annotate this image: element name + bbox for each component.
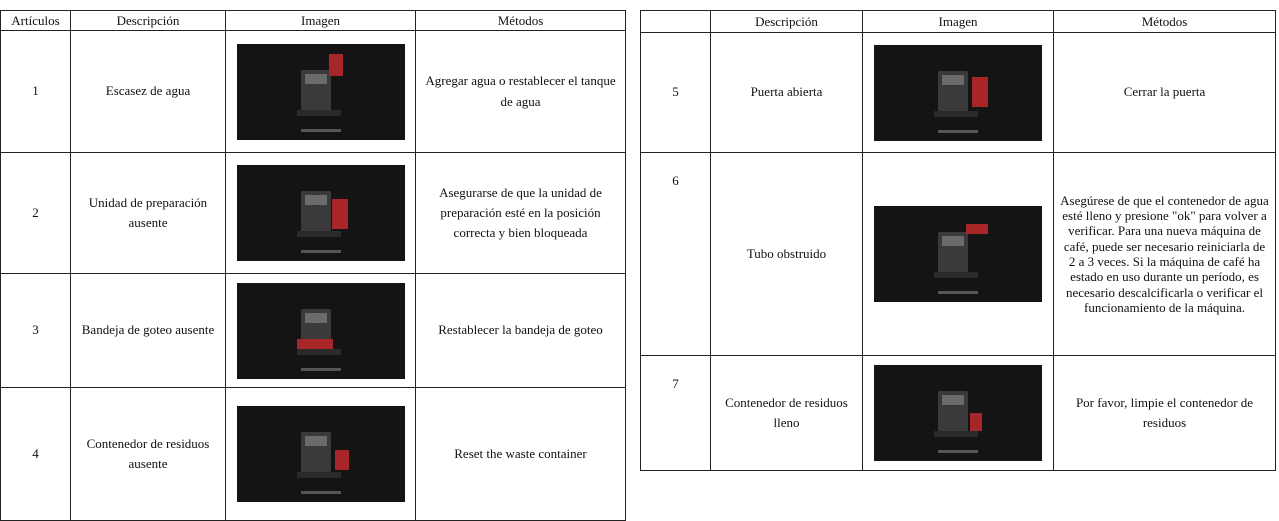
item-number-text: 7 xyxy=(672,376,679,391)
method-text: Por favor, limpie el contenedor de resid… xyxy=(1075,394,1254,430)
description: Contenedor de residuos ausente xyxy=(70,387,226,521)
method-text: Reset the waste container xyxy=(454,445,587,461)
description-text: Unidad de preparación ausente xyxy=(88,194,208,230)
column-header: Imagen xyxy=(225,10,416,31)
image-cell xyxy=(225,273,416,388)
description: Tubo obstruido xyxy=(710,152,863,356)
column-header: Artículos xyxy=(0,10,71,31)
image-cell xyxy=(225,152,416,274)
description: Puerta abierta xyxy=(710,32,863,153)
method: Por favor, limpie el contenedor de resid… xyxy=(1053,355,1276,471)
page: {"left_table": {"headers": ["Artículos",… xyxy=(0,10,1276,521)
error-screenshot xyxy=(874,44,1042,141)
item-number-text: 3 xyxy=(32,322,39,338)
column-header-text: Artículos xyxy=(11,12,60,28)
method-text: Cerrar la puerta xyxy=(1123,84,1206,100)
description-text: Tubo obstruido xyxy=(746,245,827,261)
column-header: Descripción xyxy=(710,10,863,33)
column-header-text: Imagen xyxy=(301,12,340,28)
error-screenshot xyxy=(874,206,1042,302)
image-cell xyxy=(862,32,1054,153)
image-cell xyxy=(225,387,416,521)
item-number: 3 xyxy=(0,273,71,388)
error-screenshot xyxy=(236,43,405,140)
error-screenshot xyxy=(236,165,405,261)
method: Restablecer la bandeja de goteo xyxy=(415,273,626,388)
column-header: Métodos xyxy=(1053,10,1276,33)
description-text: Bandeja de goteo ausente xyxy=(81,322,215,338)
error-screenshot xyxy=(874,365,1042,461)
item-number: 7 xyxy=(640,355,711,471)
item-number-text: 2 xyxy=(32,204,39,220)
column-header xyxy=(640,10,711,33)
column-header: Métodos xyxy=(415,10,626,31)
error-screenshot xyxy=(236,282,405,379)
description: Escasez de agua xyxy=(70,30,226,153)
method: Asegurarse de que la unidad de preparaci… xyxy=(415,152,626,274)
error-screenshot xyxy=(236,406,405,502)
column-header-text: Imagen xyxy=(938,13,978,29)
method: Reset the waste container xyxy=(415,387,626,521)
method-text: Agregar agua o restablecer el tanque de … xyxy=(425,73,616,109)
description-text: Contenedor de residuos ausente xyxy=(86,435,210,471)
method-text: Restablecer la bandeja de goteo xyxy=(438,322,603,338)
description: Bandeja de goteo ausente xyxy=(70,273,226,388)
item-number-text: 1 xyxy=(32,83,39,99)
item-number: 6 xyxy=(640,152,711,356)
item-number: 1 xyxy=(0,30,71,153)
column-header-text: Métodos xyxy=(1141,13,1188,29)
item-number: 5 xyxy=(640,32,711,153)
description: Contenedor de residuos lleno xyxy=(710,355,863,471)
description: Unidad de preparación ausente xyxy=(70,152,226,274)
item-number-text: 6 xyxy=(672,173,679,188)
column-header: Imagen xyxy=(862,10,1054,33)
column-header-text: Descripción xyxy=(755,13,818,29)
column-header: Descripción xyxy=(70,10,226,31)
image-cell xyxy=(225,30,416,153)
item-number-text: 5 xyxy=(672,84,679,100)
method-text: Asegurarse de que la unidad de preparaci… xyxy=(439,184,602,241)
item-number: 2 xyxy=(0,152,71,274)
item-number-text: 4 xyxy=(32,445,39,461)
item-number: 4 xyxy=(0,387,71,521)
description-text: Contenedor de residuos lleno xyxy=(725,394,848,430)
column-header-text: Descripción xyxy=(116,12,180,28)
image-cell xyxy=(862,355,1054,471)
method: Asegúrese de que el contenedor de agua e… xyxy=(1053,152,1276,356)
method: Agregar agua o restablecer el tanque de … xyxy=(415,30,626,153)
description-text: Puerta abierta xyxy=(750,84,823,100)
method-text: Asegúrese de que el contenedor de agua e… xyxy=(1060,192,1269,315)
image-cell xyxy=(862,152,1054,356)
description-text: Escasez de agua xyxy=(105,83,191,99)
method: Cerrar la puerta xyxy=(1053,32,1276,153)
column-header-text: Métodos xyxy=(497,12,544,28)
